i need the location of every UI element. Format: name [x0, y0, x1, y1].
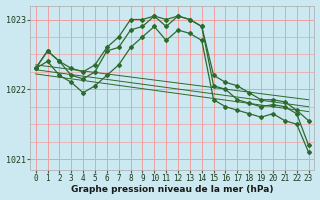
X-axis label: Graphe pression niveau de la mer (hPa): Graphe pression niveau de la mer (hPa)	[71, 185, 273, 194]
